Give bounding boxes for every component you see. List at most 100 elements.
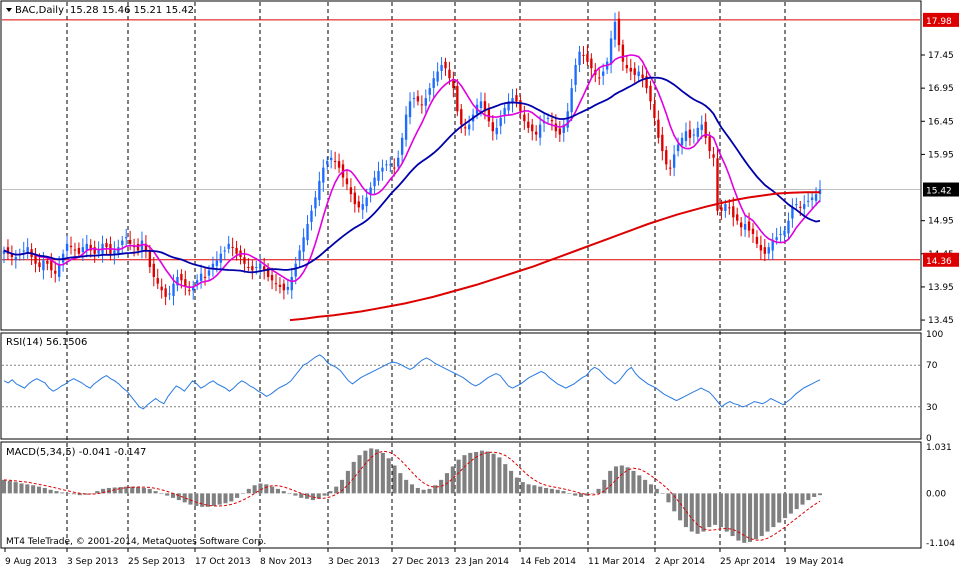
macd-histogram-bar	[205, 493, 211, 507]
macd-histogram-bar	[77, 493, 82, 496]
macd-histogram-bar	[503, 464, 508, 494]
macd-histogram-bar	[200, 493, 205, 507]
macd-histogram-bar	[567, 493, 572, 494]
dropdown-triangle-icon[interactable]	[6, 8, 12, 12]
macd-histogram-bar	[736, 493, 741, 541]
macd-histogram-bar	[54, 491, 59, 494]
candle-body	[97, 250, 100, 254]
macd-histogram-bar	[357, 455, 362, 494]
macd-histogram-bar	[415, 487, 420, 494]
candle-body	[696, 127, 699, 137]
candle-body	[50, 260, 53, 271]
macd-histogram-bar	[724, 493, 729, 532]
candle-body	[180, 274, 183, 281]
macd-histogram-bar	[211, 493, 216, 506]
candle-body	[125, 237, 128, 239]
candle-body	[73, 249, 77, 251]
macd-panel	[1, 448, 823, 543]
candle-body	[266, 267, 270, 277]
macd-histogram-bar	[683, 493, 688, 528]
candle-body	[810, 197, 814, 201]
macd-histogram-bar	[118, 487, 123, 494]
y-axis-tick-label: 15.95	[928, 150, 954, 160]
macd-histogram-bar	[584, 493, 589, 496]
price-panel	[2, 11, 920, 322]
macd-histogram-bar	[252, 485, 257, 494]
candle-body	[361, 204, 364, 210]
macd-histogram-bar	[660, 493, 665, 494]
candle-body	[582, 54, 585, 56]
macd-histogram-bar	[194, 493, 199, 506]
candle-body	[440, 64, 443, 71]
candle-body	[231, 246, 234, 248]
x-axis-tick-label: 2 Apr 2014	[655, 557, 705, 567]
macd-histogram-bar	[380, 452, 385, 494]
candle-body	[247, 267, 250, 269]
candle-body	[704, 121, 707, 138]
x-axis-tick-label: 11 Mar 2014	[588, 557, 645, 567]
macd-histogram-bar	[182, 493, 187, 503]
macd-histogram-bar	[806, 493, 811, 501]
candle-body	[369, 187, 372, 195]
macd-histogram-bar	[643, 479, 648, 494]
candle-body	[771, 240, 774, 251]
candle-body	[14, 257, 18, 261]
candle-body	[69, 245, 73, 248]
candle-body	[739, 222, 743, 228]
candle-body	[243, 257, 246, 264]
candle-body	[523, 114, 526, 122]
macd-histogram-bar	[176, 493, 181, 501]
macd-histogram-bar	[637, 475, 642, 494]
macd-histogram-bar	[544, 487, 549, 494]
candle-body	[680, 137, 684, 146]
candle-body	[653, 103, 656, 118]
candle-body	[77, 247, 81, 254]
macd-histogram-bar	[36, 486, 42, 494]
candle-body	[799, 206, 802, 208]
candle-body	[393, 167, 396, 169]
candle-body	[503, 108, 506, 116]
candle-body	[10, 254, 14, 258]
candle-body	[207, 270, 211, 276]
candle-body	[270, 275, 274, 281]
candle-body	[649, 85, 652, 102]
macd-histogram-bar	[130, 486, 135, 494]
macd-histogram-bar	[305, 493, 310, 499]
candle-body	[121, 240, 124, 245]
candle-body	[428, 88, 431, 95]
candle-body	[641, 74, 644, 79]
candle-body	[345, 178, 349, 185]
rsi-panel	[2, 354, 920, 410]
candle-body	[26, 247, 29, 253]
macd-histogram-bar	[101, 488, 106, 494]
macd-histogram-bar	[351, 461, 356, 494]
candle-body	[128, 240, 132, 244]
candle-body	[89, 244, 92, 251]
candle-body	[314, 197, 317, 209]
macd-histogram-bar	[112, 487, 117, 494]
candle-body	[546, 117, 550, 119]
x-axis-tick-label: 8 Nov 2013	[260, 557, 312, 567]
macd-histogram-bar	[613, 466, 619, 494]
x-axis-tick-label: 25 Apr 2014	[720, 557, 776, 567]
macd-histogram-bar	[275, 488, 280, 494]
macd-histogram-bar	[771, 493, 776, 528]
symbol-label: BAC,Daily	[15, 5, 64, 16]
candle-body	[211, 263, 215, 268]
macd-histogram-bar	[165, 493, 170, 496]
candle-body	[330, 157, 333, 161]
candle-body	[747, 221, 751, 231]
candle-body	[538, 124, 542, 138]
candle-body	[172, 283, 175, 297]
macd-histogram-bar	[19, 483, 24, 494]
macd-histogram-bar	[322, 493, 327, 496]
macd-axis-tick-label: 0.00	[926, 489, 946, 499]
macd-histogram-bar	[13, 482, 18, 494]
macd-histogram-bar	[345, 470, 350, 494]
macd-histogram-bar	[363, 450, 368, 494]
macd-histogram-bar	[293, 493, 298, 496]
macd-histogram-bar	[340, 479, 345, 494]
macd-histogram-bar	[240, 493, 246, 494]
